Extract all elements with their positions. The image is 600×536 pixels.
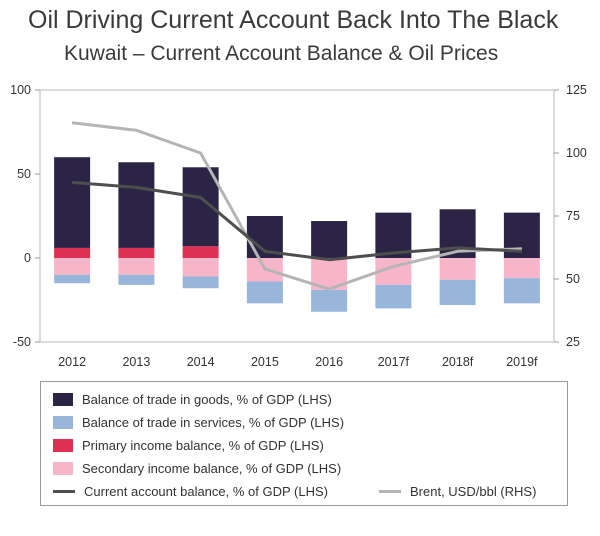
legend-label-secondary: Secondary income balance, % of GDP (LHS) [82,460,342,476]
bar-secondary-2012 [54,258,91,275]
left-axis-tick--50: -50 [13,335,31,349]
bar-services-2019f [503,278,540,304]
x-axis-label-2014: 2014 [187,355,215,369]
legend-item-brent: Brent, USD/bbl (RHS) [379,480,536,502]
bar-services-2015 [246,281,283,304]
x-axis-label-2016: 2016 [315,355,343,369]
legend-label-services: Balance of trade in services, % of GDP (… [82,414,345,430]
right-axis-tick-125: 125 [566,83,587,97]
legend-label-brent: Brent, USD/bbl (RHS) [410,483,537,499]
bar-services-2012 [54,274,91,284]
right-axis-tick-75: 75 [566,209,580,223]
current-account-line [71,180,522,262]
chart-title: Oil Driving Current Account Back Into Th… [28,6,559,34]
bar-secondary-2013 [118,258,155,275]
legend-item-current-account: Current account balance, % of GDP (LHS) [53,480,328,502]
legend-item-primary: Primary income balance, % of GDP (LHS) [53,434,324,456]
legend-item-services: Balance of trade in services, % of GDP (… [53,411,344,433]
bar-services-2018f [439,279,476,306]
right-axis-tick-25: 25 [566,335,580,349]
bar-services-2013 [118,274,155,285]
legend-swatch-goods [53,392,73,406]
x-axis-label-2015: 2015 [251,355,279,369]
bar-primary-2012 [54,247,91,258]
legend-label-goods: Balance of trade in goods, % of GDP (LHS… [82,391,332,407]
x-axis-label-2017f: 2017f [378,355,410,369]
legend-item-secondary: Secondary income balance, % of GDP (LHS) [53,457,341,479]
bar-secondary-2019f [503,258,540,279]
legend-item-goods: Balance of trade in goods, % of GDP (LHS… [53,388,332,410]
legend-line-current-account [53,489,75,493]
legend-swatch-secondary [53,461,73,475]
bar-goods-2016 [311,221,348,258]
bar-services-2014 [182,276,219,289]
bar-primary-2013 [118,247,155,258]
x-axis-label-2012: 2012 [58,355,86,369]
legend-line-brent [379,489,401,493]
x-axis-label-2019f: 2019f [506,355,538,369]
bar-secondary-2014 [182,258,219,277]
legend-label-primary: Primary income balance, % of GDP (LHS) [82,437,324,453]
legend-swatch-services [53,415,73,429]
left-axis-tick-0: 0 [24,251,31,265]
bar-goods-2017f [375,212,412,258]
left-axis-tick-100: 100 [10,83,31,97]
chart-subtitle: Kuwait – Current Account Balance & Oil P… [64,42,499,65]
x-axis-label-2018f: 2018f [442,355,474,369]
right-axis-tick-100: 100 [566,146,587,160]
left-axis-tick-50: 50 [17,167,31,181]
bar-services-2017f [375,284,412,309]
bar-secondary-2018f [439,258,476,280]
legend-label-current-account: Current account balance, % of GDP (LHS) [84,483,328,499]
x-axis-label-2013: 2013 [122,355,150,369]
bar-primary-2014 [182,246,219,258]
bar-goods-2012 [54,157,91,248]
legend-swatch-primary [53,438,73,452]
right-axis-tick-50: 50 [566,272,580,286]
brent-line [71,121,522,291]
bar-goods-2013 [118,162,155,248]
bar-services-2016 [311,289,348,312]
chart-plot: 100 50 0 -50 125 100 75 50 25 2012 2013 2014 2015 201… [10,83,587,369]
chart-legend: Balance of trade in goods, % of GDP (LHS… [40,381,568,506]
